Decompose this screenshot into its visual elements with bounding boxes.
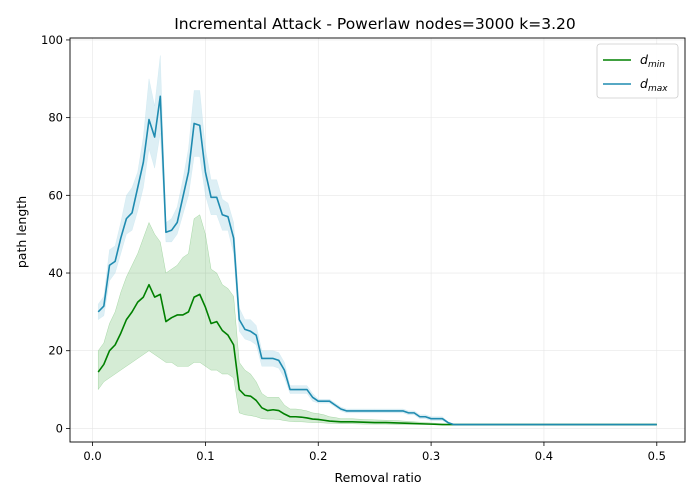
x-tick-label: 0.3 [422, 449, 440, 463]
grid-layer [70, 38, 685, 442]
y-tick-label: 100 [41, 33, 63, 47]
y-axis-ticks: 0 20 40 60 80 100 [41, 33, 70, 435]
line-d-min [97, 283, 657, 426]
y-tick-label: 80 [48, 111, 63, 125]
x-axis-label: Removal ratio [335, 470, 422, 485]
x-tick-label: 0.1 [196, 449, 214, 463]
y-tick-label: 0 [56, 421, 63, 435]
y-axis-label: path length [14, 196, 29, 268]
y-tick-label: 20 [48, 344, 63, 358]
x-tick-label: 0.5 [648, 449, 666, 463]
x-tick-label: 0.4 [535, 449, 553, 463]
chart-title: Incremental Attack - Powerlaw nodes=3000… [174, 15, 576, 33]
x-tick-label: 0.2 [309, 449, 327, 463]
y-tick-label: 40 [48, 266, 63, 280]
x-tick-label: 0.0 [83, 449, 101, 463]
plot-area-frame [69, 37, 686, 443]
line-d-max [97, 95, 657, 426]
y-tick-label: 60 [48, 188, 63, 202]
series-lines [97, 95, 657, 426]
x-axis-ticks: 0.0 0.1 0.2 0.3 0.4 0.5 [83, 442, 666, 463]
